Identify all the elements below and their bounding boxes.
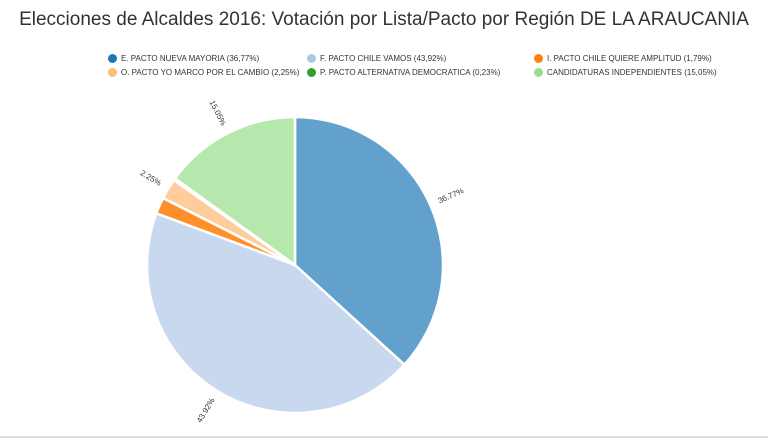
slice-label: 15.05% bbox=[207, 99, 227, 127]
legend-item[interactable]: O. PACTO YO MARCO POR EL CAMBIO (2,25%) bbox=[108, 68, 299, 77]
legend-item[interactable]: F. PACTO CHILE VAMOS (43,92%) bbox=[307, 54, 446, 63]
legend-swatch bbox=[307, 68, 316, 77]
legend-swatch bbox=[534, 68, 543, 77]
pie-slice[interactable] bbox=[145, 212, 406, 415]
legend-label: E. PACTO NUEVA MAYORIA (36,77%) bbox=[121, 54, 260, 63]
slice-label: 43.92% bbox=[195, 396, 217, 424]
legend-item[interactable]: P. PACTO ALTERNATIVA DEMOCRATICA (0,23%) bbox=[307, 68, 500, 77]
legend-label: CANDIDATURAS INDEPENDIENTES (15,05%) bbox=[547, 68, 717, 77]
legend: E. PACTO NUEVA MAYORIA (36,77%) F. PACTO … bbox=[0, 54, 768, 88]
legend-item[interactable]: E. PACTO NUEVA MAYORIA (36,77%) bbox=[108, 54, 259, 63]
legend-label: O. PACTO YO MARCO POR EL CAMBIO (2,25%) bbox=[121, 68, 300, 77]
legend-swatch bbox=[108, 68, 117, 77]
bottom-divider bbox=[0, 436, 768, 438]
legend-swatch bbox=[534, 54, 543, 63]
pie-slice[interactable] bbox=[293, 115, 445, 366]
slice-label: 36.77% bbox=[437, 186, 465, 205]
slice-label: 2.25% bbox=[139, 168, 163, 187]
chart-title: Elecciones de Alcaldes 2016: Votación po… bbox=[19, 9, 749, 30]
legend-label: F. PACTO CHILE VAMOS (43,92%) bbox=[320, 54, 447, 63]
legend-swatch bbox=[108, 54, 117, 63]
pie-slice[interactable] bbox=[173, 115, 297, 267]
legend-label: I. PACTO CHILE QUIERE AMPLITUD (1,79%) bbox=[547, 54, 712, 63]
legend-item[interactable]: CANDIDATURAS INDEPENDIENTES (15,05%) bbox=[534, 68, 717, 77]
legend-swatch bbox=[307, 54, 316, 63]
legend-item[interactable]: I. PACTO CHILE QUIERE AMPLITUD (1,79%) bbox=[534, 54, 712, 63]
legend-label: P. PACTO ALTERNATIVA DEMOCRATICA (0,23%) bbox=[320, 68, 501, 77]
